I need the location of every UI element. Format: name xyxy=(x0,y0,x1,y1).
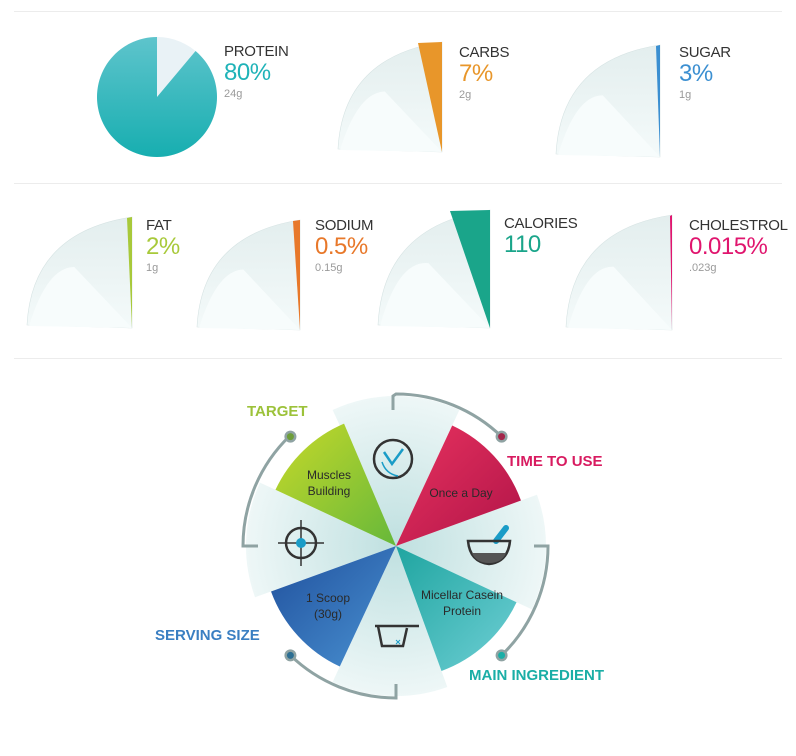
calories-paper-fold xyxy=(380,262,490,328)
callout-arcs xyxy=(241,392,550,700)
target-text: Muscles Building xyxy=(306,468,351,498)
cholesterol-amount: .023g xyxy=(689,262,717,274)
fat-value-slice xyxy=(127,217,132,328)
sodium-value-slice xyxy=(293,220,300,330)
cholesterol-name: CHOLESTROL xyxy=(689,217,788,234)
sodium-value: 0.5% xyxy=(315,233,368,260)
clock-icon xyxy=(372,438,414,480)
target-callout-dot-center xyxy=(286,433,294,441)
calories-value-slice xyxy=(450,210,490,328)
ingredient-callout-arc xyxy=(500,544,550,657)
calories-label: CALORIES 110 xyxy=(504,215,578,260)
ingredient-segment xyxy=(396,546,517,671)
target-segment xyxy=(275,423,396,546)
carbs-value: 7% xyxy=(459,60,493,87)
serving-text: 1 Scoop (30g) xyxy=(305,591,351,621)
fat-name: FAT xyxy=(146,217,172,234)
sodium-label: SODIUM 0.5% 0.15g xyxy=(315,217,374,274)
sugar-name: SUGAR xyxy=(679,44,731,61)
sodium-name: SODIUM xyxy=(315,217,374,234)
serving-callout-dot-center xyxy=(286,651,294,659)
cholesterol-value-slice xyxy=(670,215,672,330)
measuring-cup-icon xyxy=(375,624,419,648)
fat-amount: 1g xyxy=(146,262,159,274)
nutrition-chart-calories xyxy=(377,209,491,329)
divider-top xyxy=(14,11,782,12)
crosshair-segment xyxy=(246,482,396,598)
protein-pie-slice xyxy=(97,37,218,157)
time-callout-label: TIME TO USE xyxy=(507,453,603,470)
sugar-paper-fold xyxy=(558,95,660,157)
time-callout-dot-center xyxy=(498,433,506,441)
fat-value: 2% xyxy=(146,233,180,260)
ingredient-callout-dot-center xyxy=(498,651,506,659)
cholesterol-paper-fold xyxy=(568,266,672,330)
nutrition-chart-sodium xyxy=(196,219,301,331)
time-text: Once a Day xyxy=(429,486,493,500)
protein-name: PROTEIN xyxy=(224,43,289,60)
time-callout-arc xyxy=(391,392,503,438)
nutrition-chart-carbs xyxy=(337,41,443,153)
info-wheel xyxy=(241,392,550,700)
carbs-value-slice xyxy=(418,42,442,152)
sodium-paper-fold xyxy=(199,269,300,330)
crosshair-icon xyxy=(278,520,324,566)
clock-segment xyxy=(332,396,460,546)
mortar-bowl-icon xyxy=(466,525,512,566)
wheel-icons xyxy=(278,438,512,648)
serving-segment xyxy=(271,546,396,667)
sugar-label: SUGAR 3% 1g xyxy=(679,44,731,101)
fat-label: FAT 2% 1g xyxy=(146,217,180,274)
time-segment xyxy=(396,425,521,546)
carbs-amount: 2g xyxy=(459,89,472,101)
carbs-paper-fold xyxy=(340,91,442,152)
nutrition-chart-sugar xyxy=(555,44,661,158)
protein-value: 80% xyxy=(224,59,271,86)
cholesterol-value: 0.015% xyxy=(689,233,768,260)
nutrition-chart-cholesterol xyxy=(565,214,673,331)
nutrition-chart-fat xyxy=(26,216,133,329)
sugar-amount: 1g xyxy=(679,89,692,101)
nutrition-chart-protein xyxy=(97,37,218,157)
target-callout-arc xyxy=(241,434,291,548)
serving-callout-label: SERVING SIZE xyxy=(155,627,260,644)
calories-name: CALORIES xyxy=(504,215,578,232)
sugar-value-slice xyxy=(656,45,660,157)
sodium-amount: 0.15g xyxy=(315,262,343,274)
cup-segment xyxy=(332,546,448,697)
serving-callout-arc xyxy=(289,654,398,700)
carbs-label: CARBS 7% 2g xyxy=(459,44,509,101)
fat-paper-fold xyxy=(29,266,132,328)
divider-middle xyxy=(14,183,782,184)
protein-label: PROTEIN 80% 24g xyxy=(224,43,289,100)
divider-bottom xyxy=(14,358,782,359)
sugar-value: 3% xyxy=(679,60,713,87)
ingredient-text: Micellar Casein Protein xyxy=(420,588,504,618)
target-callout-label: TARGET xyxy=(247,403,308,420)
calories-value: 110 xyxy=(504,231,541,258)
ingredient-callout-label: MAIN INGREDIENT xyxy=(469,667,604,684)
protein-amount: 24g xyxy=(224,88,243,100)
cholesterol-label: CHOLESTROL 0.015% .023g xyxy=(689,217,788,274)
carbs-name: CARBS xyxy=(459,44,510,61)
